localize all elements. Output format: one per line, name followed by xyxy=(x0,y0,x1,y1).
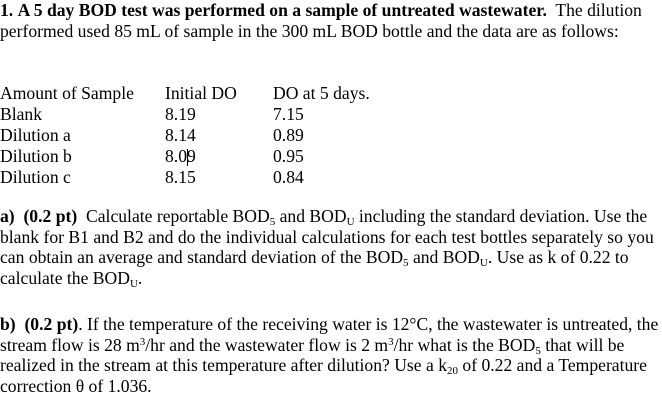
header-initial-do: Initial DO xyxy=(165,83,237,103)
text-cursor xyxy=(187,149,188,166)
part-b-text: /hr what is the BOD xyxy=(393,334,536,355)
part-a-text: and BOD xyxy=(408,247,480,267)
subscript: 5 xyxy=(269,216,276,228)
subscript: 5 xyxy=(535,344,541,357)
do-5-value: 7.15 xyxy=(273,104,304,124)
subscript: U xyxy=(129,277,138,290)
part-b-label: b) xyxy=(0,314,16,334)
initial-do-value[interactable]: 8.09 xyxy=(165,146,196,167)
initial-do-value: 8.19 xyxy=(165,104,196,124)
initial-do-part: 8.0 xyxy=(165,146,187,166)
part-a-label: a) xyxy=(0,206,15,226)
part-a-text: . Use as k of 0.22 to calculate the BOD xyxy=(0,247,629,288)
part-b-text: . If the temperature of the receiving wa… xyxy=(0,314,659,355)
do-5-value: 0.89 xyxy=(273,125,304,145)
superscript: 3 xyxy=(388,335,394,348)
part-a-text: Calculate reportable BOD xyxy=(86,206,270,226)
sample-name: Dilution c xyxy=(0,167,71,187)
subscript: 20 xyxy=(447,365,458,377)
part-b-text: /hr and the wastewater flow is 2 m xyxy=(145,334,389,355)
part-a-text: including the standard deviation. Use th… xyxy=(0,206,654,267)
superscript: 3 xyxy=(139,335,146,348)
part-a-text: and BOD xyxy=(275,206,347,226)
initial-do-part: 9 xyxy=(187,146,196,166)
do-5-value: 0.95 xyxy=(273,146,304,166)
question-title: A 5 day BOD test was performed on a samp… xyxy=(17,0,547,20)
sample-name: Dilution b xyxy=(0,146,72,166)
part-b: b) (0.2 pt). If the temperature of the r… xyxy=(0,314,662,396)
part-b-text: of 0.22 and a Temperature correction θ o… xyxy=(0,355,647,396)
question-intro: 1. A 5 day BOD test was performed on a s… xyxy=(0,0,662,41)
part-a-text: . xyxy=(137,267,143,288)
part-a-points: (0.2 pt) xyxy=(23,206,78,226)
subscript: U xyxy=(479,257,488,269)
sample-name: Dilution a xyxy=(0,125,71,145)
part-b-points: (0.2 pt) xyxy=(24,314,79,334)
header-amount-of-sample: Amount of Sample xyxy=(0,83,134,103)
question-intro-text: The dilution performed used 85 mL of sam… xyxy=(0,0,642,41)
subscript: 5 xyxy=(403,257,409,269)
initial-do-value: 8.14 xyxy=(165,125,196,145)
part-b-text: that will be realized in the stream at t… xyxy=(0,334,625,376)
subscript: U xyxy=(346,216,355,228)
header-do-5-days: DO at 5 days. xyxy=(273,83,370,103)
part-a: a) (0.2 pt) Calculate reportable BOD5 an… xyxy=(0,206,662,290)
question-number: 1. xyxy=(0,0,14,20)
do-5-value: 0.84 xyxy=(273,167,304,187)
sample-name: Blank xyxy=(0,104,43,124)
initial-do-value: 8.15 xyxy=(165,167,196,187)
